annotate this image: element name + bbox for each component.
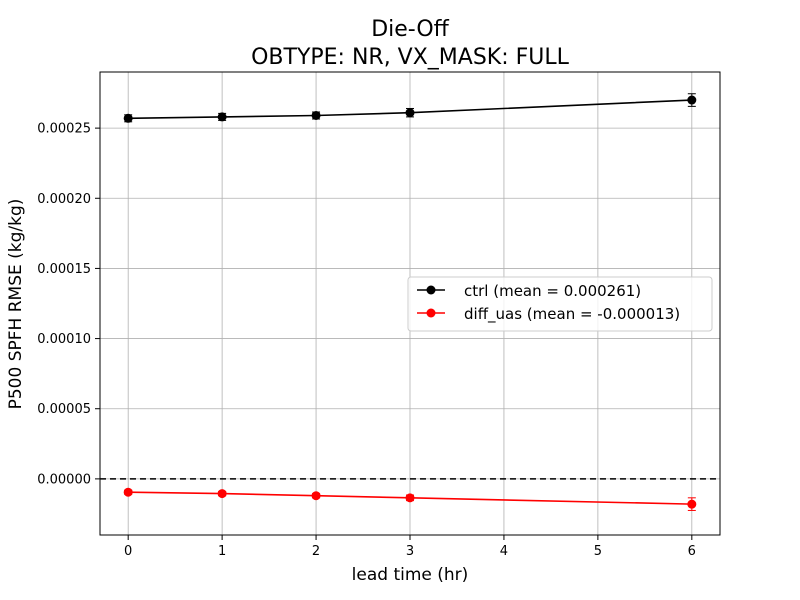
x-tick-label: 5 xyxy=(594,544,602,559)
x-axis-ticks: 0 1 2 3 4 5 6 xyxy=(124,535,696,559)
data-point xyxy=(405,108,415,118)
x-axis-label: lead time (hr) xyxy=(352,565,469,585)
data-point xyxy=(687,95,697,105)
y-axis-ticks: 0.00000 0.00005 0.00010 0.00015 0.00020 0.000… xyxy=(37,122,100,487)
y-tick-label: 0.00015 xyxy=(37,262,91,277)
y-tick-label: 0.00000 xyxy=(37,472,91,487)
data-point xyxy=(405,493,415,503)
x-tick-label: 2 xyxy=(312,544,320,559)
y-tick-label: 0.00005 xyxy=(37,402,91,417)
legend-marker-diff-uas xyxy=(426,308,436,318)
data-point xyxy=(123,113,133,123)
legend-marker-ctrl xyxy=(426,285,436,295)
series-0 xyxy=(123,93,697,123)
data-point xyxy=(687,499,697,509)
chart-title-line2: OBTYPE: NR, VX_MASK: FULL xyxy=(251,45,570,70)
x-tick-label: 3 xyxy=(406,544,414,559)
data-point xyxy=(123,487,133,497)
x-tick-label: 6 xyxy=(688,544,696,559)
series-layer xyxy=(123,93,697,511)
data-point xyxy=(217,489,227,499)
data-point xyxy=(217,112,227,122)
legend-label-ctrl: ctrl (mean = 0.000261) xyxy=(464,282,641,300)
y-tick-label: 0.00010 xyxy=(37,332,91,347)
legend-box xyxy=(407,276,713,332)
legend-label-diff-uas: diff_uas (mean = -0.000013) xyxy=(464,305,680,324)
legend: ctrl (mean = 0.000261) diff_uas (mean = … xyxy=(407,276,713,332)
x-tick-label: 4 xyxy=(500,544,508,559)
y-tick-label: 0.00025 xyxy=(37,122,91,137)
series-1 xyxy=(123,487,697,511)
data-point xyxy=(311,491,321,501)
x-tick-label: 1 xyxy=(218,544,226,559)
x-tick-label: 0 xyxy=(124,544,132,559)
data-point xyxy=(311,110,321,120)
chart-title-line1: Die-Off xyxy=(371,17,449,42)
y-axis-label: P500 SPFH RMSE (kg/kg) xyxy=(6,199,26,410)
y-tick-label: 0.00020 xyxy=(37,192,91,207)
